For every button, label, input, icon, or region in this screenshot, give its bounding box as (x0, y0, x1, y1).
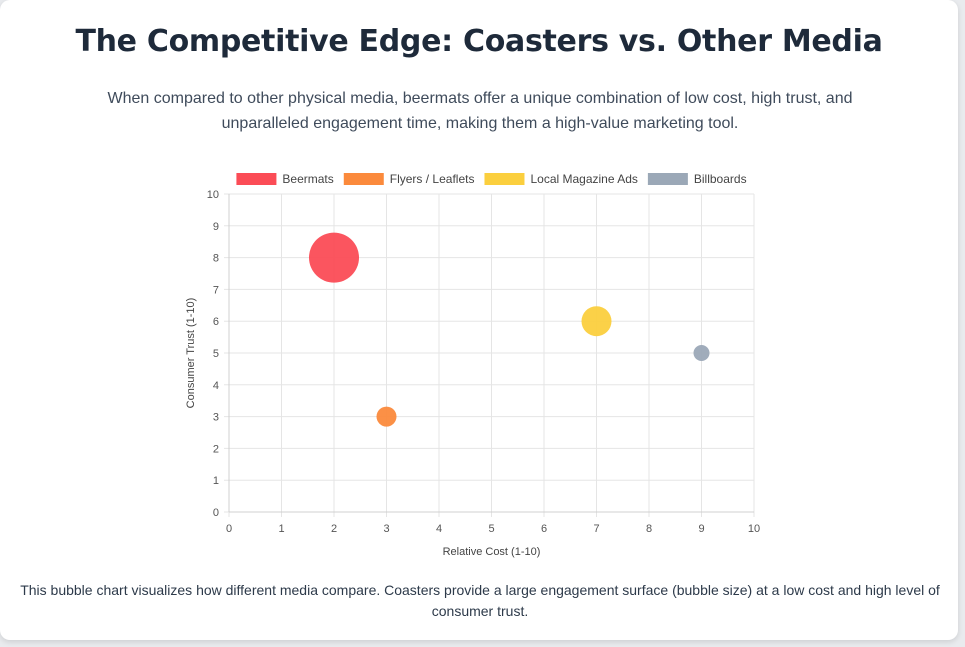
x-tick-label: 6 (541, 523, 547, 535)
legend-item-flyers-leaflets[interactable]: Flyers / Leaflets (343, 172, 475, 186)
x-tick-label: 0 (226, 523, 232, 535)
legend-item-local-magazine-ads[interactable]: Local Magazine Ads (484, 172, 638, 186)
legend-swatch (484, 173, 525, 185)
y-tick-label: 5 (213, 348, 219, 360)
x-tick-label: 9 (698, 523, 704, 535)
x-tick-label: 8 (646, 523, 652, 535)
chart-caption: This bubble chart visualizes how differe… (20, 582, 940, 619)
legend-swatch (647, 173, 688, 185)
legend-item-billboards[interactable]: Billboards (647, 172, 747, 186)
bubble-local-magazine-ads[interactable] (581, 306, 612, 337)
bubble-chart: 0 1 2 3 4 5 6 7 8 9 10 0 1 2 3 4 5 6 7 8 9 10 Beermats Flyers … (185, 172, 760, 558)
chart-bubbles (309, 232, 710, 427)
legend-swatch (343, 173, 384, 185)
x-tick-label: 4 (436, 523, 442, 535)
y-tick-label: 1 (213, 475, 219, 487)
page-title: The Competitive Edge: Coasters vs. Other… (75, 24, 883, 59)
legend-swatch (236, 173, 277, 185)
legend-label: Billboards (694, 172, 747, 186)
chart-legend: Beermats Flyers / Leaflets Local Magazine … (236, 172, 747, 186)
y-tick-label: 6 (213, 316, 219, 328)
x-axis-title: Relative Cost (1-10) (443, 546, 541, 558)
y-tick-label: 9 (213, 221, 219, 233)
chart-axes: 0 1 2 3 4 5 6 7 8 9 10 0 1 2 3 4 5 6 7 8 9 10 (207, 189, 760, 535)
legend-label: Beermats (282, 172, 333, 186)
y-tick-label: 4 (213, 380, 219, 392)
y-axis-title: Consumer Trust (1-10) (185, 298, 197, 409)
bubble-flyers-leaflets[interactable] (376, 406, 397, 427)
bubble-beermats[interactable] (309, 232, 359, 283)
x-tick-label: 7 (593, 523, 599, 535)
x-tick-label: 10 (748, 523, 760, 535)
x-tick-label: 5 (488, 523, 494, 535)
y-tick-label: 8 (213, 253, 219, 265)
x-tick-label: 2 (331, 523, 337, 535)
legend-label: Flyers / Leaflets (390, 172, 475, 186)
y-tick-label: 7 (213, 284, 219, 296)
y-tick-label: 3 (213, 412, 219, 424)
page-subtitle: When compared to other physical media, b… (107, 90, 853, 132)
bubble-billboards[interactable] (693, 345, 710, 361)
legend-item-beermats[interactable]: Beermats (236, 172, 334, 186)
chart-grid (224, 193, 755, 517)
legend-label: Local Magazine Ads (530, 172, 637, 186)
y-tick-label: 2 (213, 443, 219, 455)
y-tick-label: 10 (207, 189, 219, 201)
x-tick-label: 3 (383, 523, 389, 535)
x-tick-label: 1 (278, 523, 284, 535)
y-tick-label: 0 (213, 507, 219, 519)
